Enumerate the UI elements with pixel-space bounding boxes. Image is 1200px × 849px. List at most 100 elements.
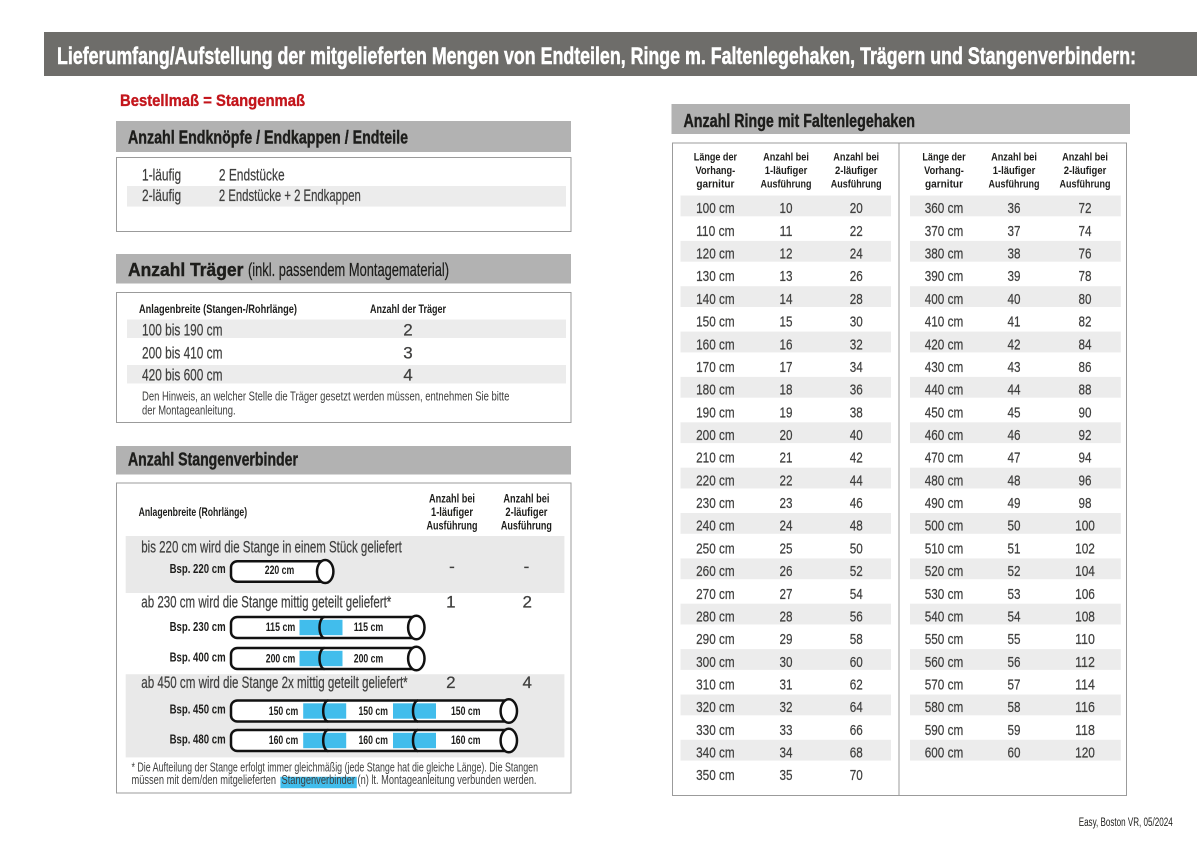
svg-text:59: 59 (1008, 722, 1021, 739)
svg-text:210 cm: 210 cm (696, 450, 735, 467)
svg-text:2 Endstücke + 2 Endkappen: 2 Endstücke + 2 Endkappen (219, 186, 361, 205)
svg-text:72: 72 (1079, 200, 1092, 217)
svg-text:54: 54 (1008, 608, 1021, 625)
svg-text:müssen mit dem/den mitgeliefer: müssen mit dem/den mitgelieferten (132, 772, 277, 787)
svg-text:Bsp. 220 cm: Bsp. 220 cm (170, 561, 226, 576)
svg-text:34: 34 (850, 359, 863, 376)
svg-text:2: 2 (403, 321, 412, 340)
svg-text:Anzahl bei: Anzahl bei (763, 152, 809, 164)
svg-text:bis 220 cm wird die Stange in: bis 220 cm wird die Stange in einem Stüc… (141, 537, 402, 556)
svg-text:36: 36 (1008, 200, 1021, 217)
svg-text:Bsp. 230 cm: Bsp. 230 cm (170, 619, 226, 634)
svg-text:52: 52 (850, 563, 863, 580)
svg-text:1-läufiger: 1-läufiger (765, 165, 808, 177)
svg-text:70: 70 (850, 767, 863, 784)
svg-text:Anzahl Stangenverbinder: Anzahl Stangenverbinder (128, 450, 298, 470)
svg-text:18: 18 (780, 382, 793, 399)
svg-text:12: 12 (780, 246, 793, 263)
svg-text:78: 78 (1079, 268, 1092, 285)
svg-text:16: 16 (780, 336, 793, 353)
svg-text:27: 27 (780, 586, 793, 603)
svg-text:ab 230 cm wird die Stange mitt: ab 230 cm wird die Stange mittig geteilt… (141, 593, 391, 612)
svg-text:96: 96 (1079, 472, 1092, 489)
svg-text:300 cm: 300 cm (696, 654, 735, 671)
svg-text:450 cm: 450 cm (925, 404, 964, 421)
svg-text:37: 37 (1008, 223, 1021, 240)
svg-text:120 cm: 120 cm (696, 246, 735, 263)
svg-text:40: 40 (1008, 291, 1021, 308)
svg-text:570 cm: 570 cm (925, 677, 964, 694)
svg-text:17: 17 (780, 359, 793, 376)
svg-text:Den Hinweis, an welcher Stelle: Den Hinweis, an welcher Stelle die Träge… (142, 389, 509, 404)
svg-text:390 cm: 390 cm (925, 268, 964, 285)
svg-text:48: 48 (850, 518, 863, 535)
svg-text:30: 30 (850, 314, 863, 331)
svg-text:28: 28 (780, 608, 793, 625)
svg-text:Länge der: Länge der (694, 152, 738, 164)
svg-text:32: 32 (850, 336, 863, 353)
svg-text:43: 43 (1008, 359, 1021, 376)
svg-text:Ausführung: Ausführung (761, 179, 812, 191)
svg-text:580 cm: 580 cm (925, 699, 964, 716)
svg-text:56: 56 (1008, 654, 1021, 671)
svg-text:420 bis 600 cm: 420 bis 600 cm (142, 366, 223, 385)
svg-text:60: 60 (850, 654, 863, 671)
svg-text:102: 102 (1075, 540, 1095, 557)
svg-text:1: 1 (446, 593, 455, 612)
svg-text:330 cm: 330 cm (696, 722, 735, 739)
svg-text:130 cm: 130 cm (696, 268, 735, 285)
svg-text:Anzahl der Träger: Anzahl der Träger (370, 302, 446, 316)
svg-text:Anzahl Endknöpfe / Endkappen /: Anzahl Endknöpfe / Endkappen / Endteile (128, 128, 408, 148)
svg-text:4: 4 (522, 673, 531, 692)
svg-text:(n) lt. Montageanleitung verbu: (n) lt. Montageanleitung verbunden werde… (358, 772, 537, 787)
svg-text:50: 50 (850, 540, 863, 557)
svg-text:4: 4 (403, 366, 412, 385)
svg-text:115 cm: 115 cm (354, 620, 384, 634)
svg-text:470 cm: 470 cm (925, 450, 964, 467)
svg-text:150 cm: 150 cm (358, 704, 388, 718)
svg-text:Easy, Boston VR, 05/2024: Easy, Boston VR, 05/2024 (1079, 817, 1173, 829)
svg-text:60: 60 (1008, 745, 1021, 762)
svg-text:3: 3 (403, 344, 412, 363)
svg-text:460 cm: 460 cm (925, 427, 964, 444)
svg-text:480 cm: 480 cm (925, 472, 964, 489)
svg-text:100: 100 (1075, 518, 1095, 535)
svg-text:Ausführung: Ausführung (831, 179, 882, 191)
svg-text:Lieferumfang/Aufstellung der m: Lieferumfang/Aufstellung der mitgeliefer… (57, 43, 1136, 70)
svg-text:190 cm: 190 cm (696, 404, 735, 421)
svg-text:49: 49 (1008, 495, 1021, 512)
svg-text:200 cm: 200 cm (696, 427, 735, 444)
svg-text:200 bis 410 cm: 200 bis 410 cm (142, 344, 223, 363)
svg-text:Anlagenbreite (Rohrlänge): Anlagenbreite (Rohrlänge) (139, 505, 248, 519)
svg-text:106: 106 (1075, 586, 1095, 603)
svg-text:55: 55 (1008, 631, 1021, 648)
svg-text:garnitur: garnitur (696, 179, 735, 191)
svg-text:370 cm: 370 cm (925, 223, 964, 240)
svg-text:1-läufiger: 1-läufiger (993, 165, 1036, 177)
svg-text:Anzahl Ringe mit Faltenlegehak: Anzahl Ringe mit Faltenlegehaken (684, 111, 916, 131)
svg-text:Stangenverbinder: Stangenverbinder (282, 772, 356, 787)
svg-text:34: 34 (780, 745, 793, 762)
svg-text:150 cm: 150 cm (269, 704, 299, 718)
svg-text:Vorhang-: Vorhang- (696, 165, 736, 177)
svg-text:56: 56 (850, 608, 863, 625)
svg-text:19: 19 (780, 404, 793, 421)
svg-text:520 cm: 520 cm (925, 563, 964, 580)
svg-text:66: 66 (850, 722, 863, 739)
svg-text:62: 62 (850, 677, 863, 694)
svg-text:garnitur: garnitur (925, 179, 964, 191)
svg-text:490 cm: 490 cm (925, 495, 964, 512)
svg-text:* Die Aufteilung der Stange er: * Die Aufteilung der Stange erfolgt imme… (132, 760, 539, 775)
svg-text:44: 44 (850, 472, 863, 489)
svg-text:1-läufig: 1-läufig (142, 166, 181, 185)
svg-text:46: 46 (1008, 427, 1021, 444)
svg-text:30: 30 (780, 654, 793, 671)
svg-text:41: 41 (1008, 314, 1021, 331)
svg-text:220 cm: 220 cm (696, 472, 735, 489)
svg-text:76: 76 (1079, 246, 1092, 263)
svg-text:90: 90 (1079, 404, 1092, 421)
svg-text:Ausführung: Ausführung (501, 518, 552, 532)
svg-text:Anzahl Träger: Anzahl Träger (128, 260, 243, 280)
svg-text:160 cm: 160 cm (451, 733, 481, 747)
svg-text:290 cm: 290 cm (696, 631, 735, 648)
